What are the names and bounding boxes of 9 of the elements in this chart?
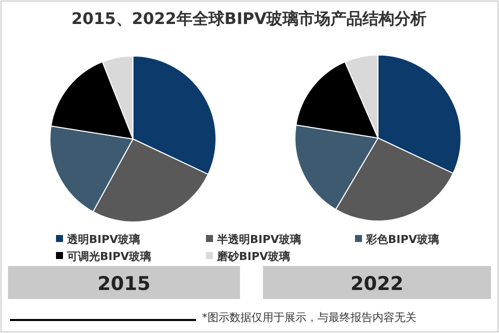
chart-title: 2015、2022年全球BIPV玻璃市场产品结构分析 — [71, 9, 427, 28]
legend-label: 可调光BIPV玻璃 — [66, 250, 152, 263]
legend-label: 透明BIPV玻璃 — [66, 233, 140, 246]
text: 2015 — [98, 273, 150, 295]
text: 2022 — [350, 273, 404, 295]
legend-label: 彩色BIPV玻璃 — [365, 233, 440, 246]
text: *图示数据仅用于展示，与最终报告内容无关 — [202, 311, 416, 324]
legend-label: 磨砂BIPV玻璃 — [216, 250, 290, 263]
legend-label: 半透明BIPV玻璃 — [216, 233, 302, 246]
